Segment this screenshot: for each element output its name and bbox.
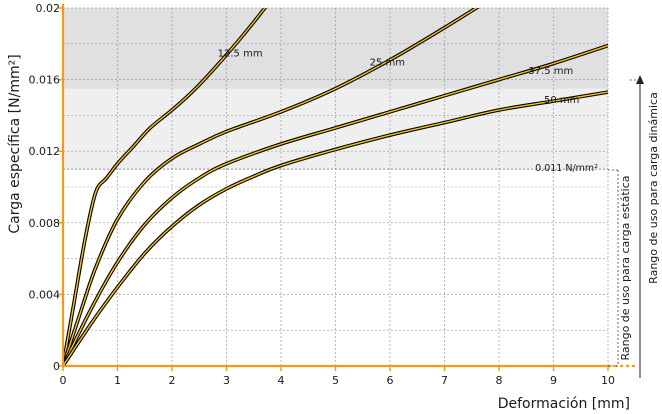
series-3-group	[63, 90, 608, 366]
dynamic-range-indicator: Rango de uso para carga dinámica	[630, 75, 660, 378]
series-label: 50 mm	[544, 95, 579, 106]
x-tick-label: 7	[441, 374, 448, 387]
series-label: 25 mm	[370, 57, 405, 68]
y-tick-label: 0.012	[29, 145, 61, 158]
threshold-label: 0.011 N/mm²	[535, 163, 598, 174]
series-line	[63, 8, 266, 366]
series-label: 12.5 mm	[218, 48, 263, 59]
static-range-indicator: Rango de uso para carga estática	[608, 169, 632, 367]
x-tick-label: 0	[60, 374, 67, 387]
dynamic-range-arrowhead	[636, 75, 644, 84]
x-tick-label: 8	[496, 374, 503, 387]
x-tick-label: 6	[387, 374, 394, 387]
x-tick-label: 1	[114, 374, 121, 387]
x-tick-label: 4	[278, 374, 285, 387]
series-line	[63, 44, 608, 366]
x-tick-label: 5	[332, 374, 339, 387]
static-range-label: Rango de uso para carga estática	[619, 175, 632, 360]
series-line	[63, 91, 608, 366]
series-2-group	[63, 43, 608, 366]
y-tick-label: 0.004	[29, 288, 61, 301]
x-tick-label: 9	[550, 374, 557, 387]
curve-label-layer: 12.5 mm 25 mm 37.5 mm 50 mm	[218, 48, 580, 106]
y-tick-label: 0.016	[29, 74, 61, 87]
x-tick-layer: 0 1 2 3 4 5 6 7 8 9 10	[60, 366, 615, 387]
y-tick-label: 0.02	[36, 2, 61, 15]
y-tick-label: 0.008	[29, 217, 61, 230]
dynamic-range-label: Rango de uso para carga dinámica	[647, 92, 660, 284]
x-tick-label: 10	[601, 374, 615, 387]
x-tick-label: 3	[223, 374, 230, 387]
curve-layer	[63, 8, 608, 366]
y-tick-layer: 0 0.004 0.008 0.012 0.016 0.02	[29, 2, 63, 373]
y-tick-label: 0	[53, 360, 60, 373]
series-label: 37.5 mm	[528, 66, 573, 77]
series-0-group	[63, 8, 268, 366]
x-tick-label: 2	[169, 374, 176, 387]
series-line	[63, 8, 478, 366]
x-axis-label: Deformación [mm]	[498, 396, 630, 412]
y-axis-label: Carga específica [N/mm²]	[7, 54, 23, 233]
series-1-group	[63, 8, 480, 366]
